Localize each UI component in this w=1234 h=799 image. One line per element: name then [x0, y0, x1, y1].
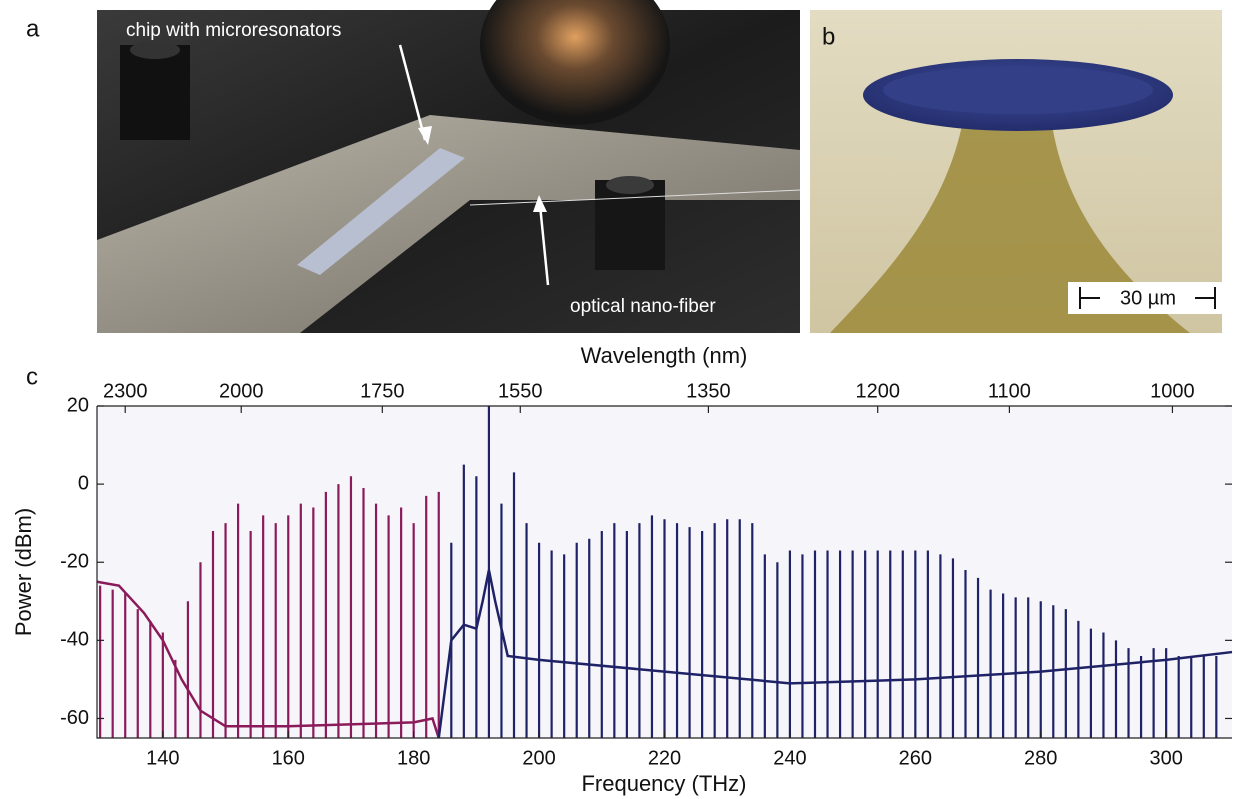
x-tick-label: 220 — [648, 747, 681, 769]
y-axis-title: Power (dBm) — [11, 508, 36, 636]
x-tick-label: 260 — [899, 747, 932, 769]
x2-tick-label: 1750 — [360, 380, 405, 402]
scale-bar-label: 30 µm — [1120, 287, 1176, 309]
x2-tick-label: 2000 — [219, 380, 264, 402]
x-tick-label: 280 — [1024, 747, 1057, 769]
y-tick-label: -60 — [60, 707, 89, 729]
x-tick-label: 240 — [773, 747, 806, 769]
photo-b: 30 µm — [810, 10, 1222, 333]
y-tick-label: -20 — [60, 551, 89, 573]
axis-frame — [96, 405, 1232, 739]
x2-axis-title: Wavelength (nm) — [581, 343, 748, 368]
noise-floor — [96, 580, 440, 739]
x2-tick-label: 1550 — [498, 380, 543, 402]
panel-label: c — [26, 363, 38, 390]
x-tick-label: 300 — [1149, 747, 1182, 769]
x2-tick-label: 1200 — [855, 380, 900, 402]
x-axis-title: Frequency (THz) — [581, 771, 746, 796]
x-tick-label: 160 — [272, 747, 305, 769]
y-tick-label: -40 — [60, 629, 89, 651]
noise-floor — [437, 569, 1233, 739]
x2-tick-label: 2300 — [103, 380, 148, 402]
panel-label: b — [822, 23, 835, 50]
y-tick-label: 20 — [67, 394, 89, 416]
x-tick-label: 140 — [146, 747, 179, 769]
x2-tick-label: 1100 — [988, 380, 1031, 402]
annotation: chip with microresonators — [126, 20, 341, 41]
panel-label: a — [26, 15, 40, 42]
y-tick-label: 0 — [78, 472, 89, 494]
x-tick-label: 180 — [397, 747, 430, 769]
annotation: optical nano-fiber — [570, 296, 716, 317]
x2-tick-label: 1350 — [686, 380, 731, 402]
x2-tick-label: 1000 — [1150, 380, 1195, 402]
photo-a: chip with microresonators optical nano-f… — [97, 0, 801, 333]
x-tick-label: 200 — [522, 747, 555, 769]
